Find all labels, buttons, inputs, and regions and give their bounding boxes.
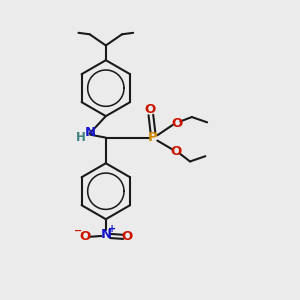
Text: +: + [108,224,116,234]
Text: P: P [148,131,158,144]
Text: O: O [170,145,182,158]
Text: O: O [122,230,133,243]
Text: H: H [76,130,85,143]
Text: N: N [100,228,111,241]
Text: −: − [74,226,82,236]
Text: O: O [171,117,182,130]
Text: O: O [79,230,90,243]
Text: N: N [84,126,95,140]
Text: O: O [144,103,156,116]
